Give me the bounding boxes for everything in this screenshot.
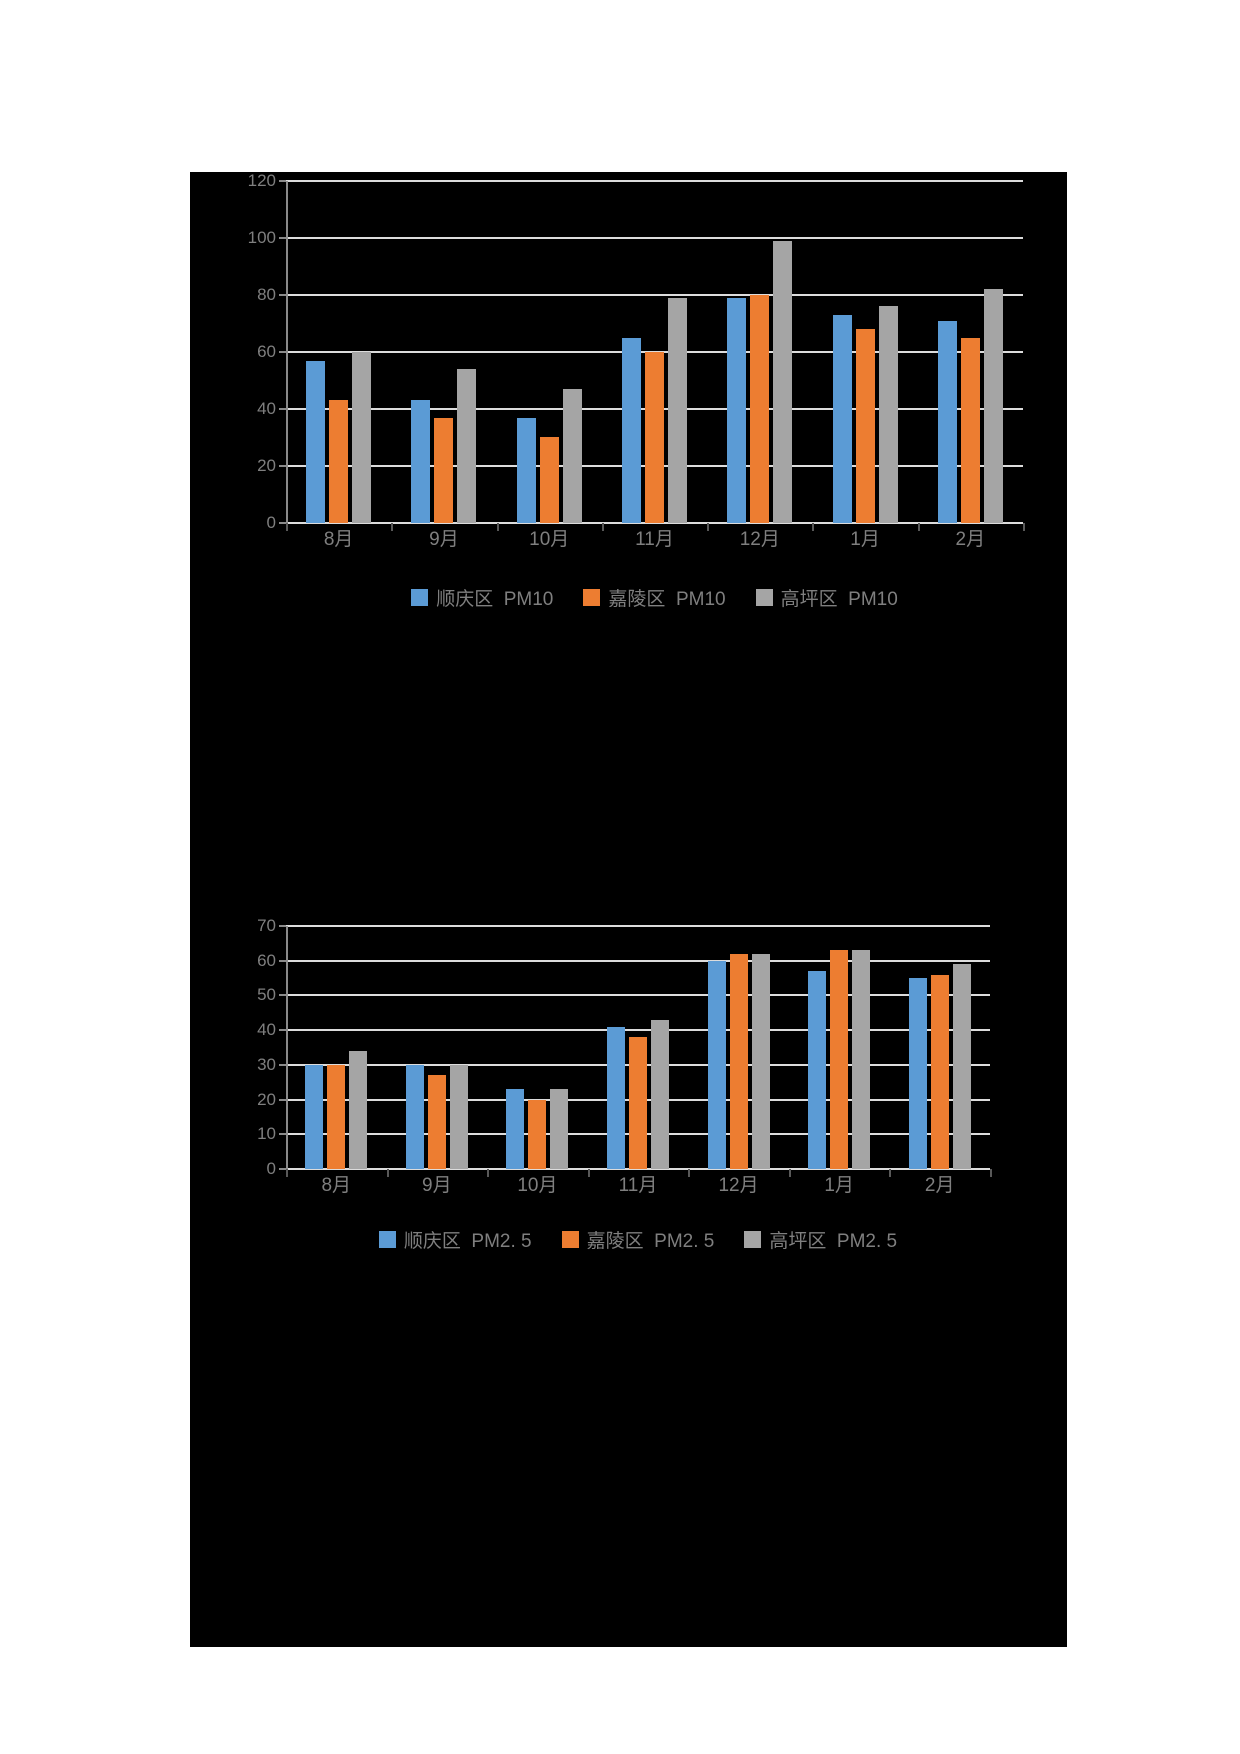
charts-panel (190, 172, 1067, 1647)
